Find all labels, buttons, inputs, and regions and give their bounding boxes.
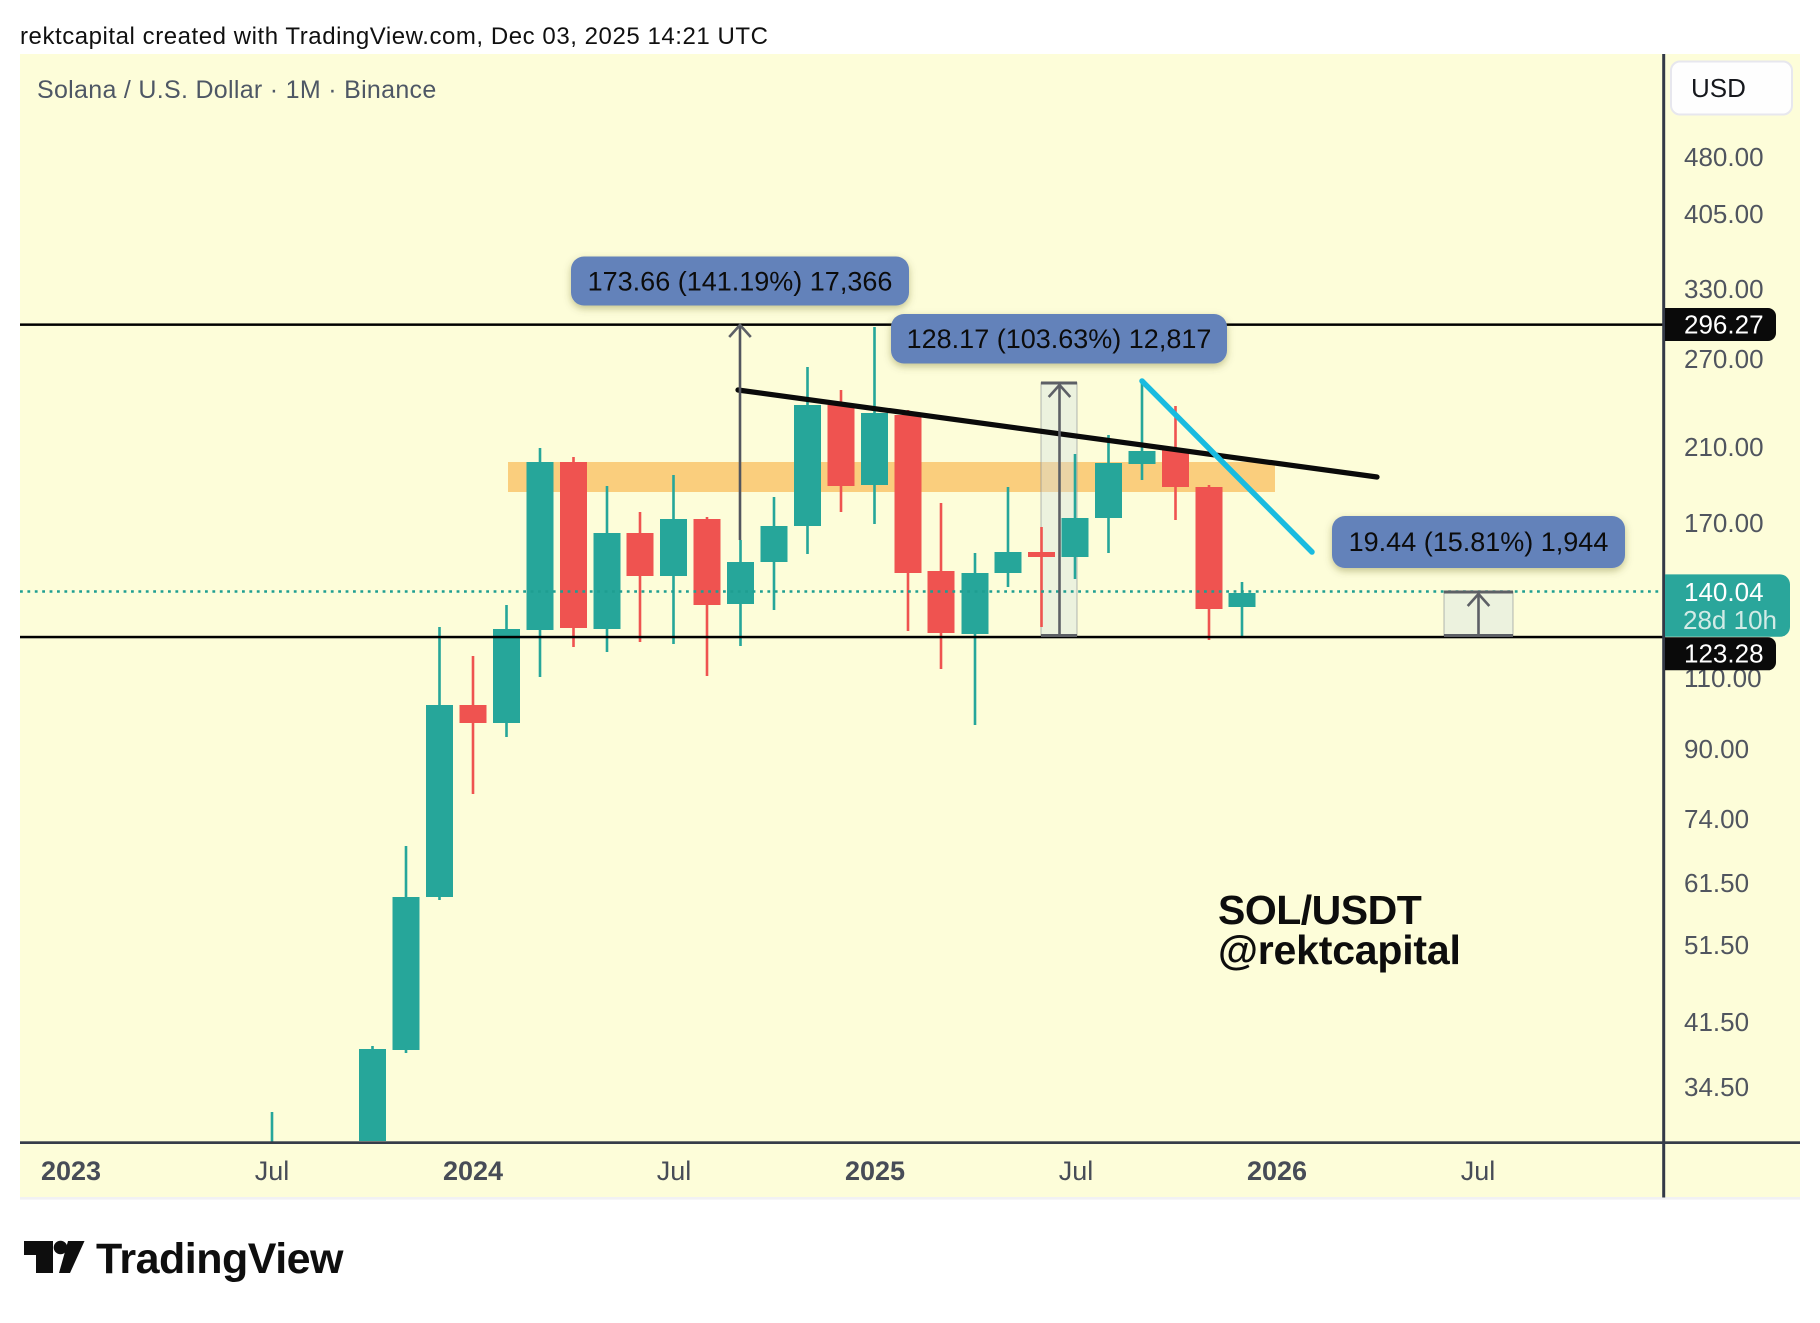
svg-text:USD: USD bbox=[1691, 73, 1746, 103]
svg-text:90.00: 90.00 bbox=[1684, 734, 1749, 764]
svg-text:SOL/USDT: SOL/USDT bbox=[1218, 887, 1422, 933]
svg-text:Jul: Jul bbox=[255, 1156, 290, 1186]
svg-text:2025: 2025 bbox=[845, 1156, 905, 1186]
svg-text:41.50: 41.50 bbox=[1684, 1007, 1749, 1037]
svg-text:28d 10h: 28d 10h bbox=[1683, 605, 1777, 635]
svg-text:480.00: 480.00 bbox=[1684, 142, 1764, 172]
svg-text:170.00: 170.00 bbox=[1684, 508, 1764, 538]
svg-text:330.00: 330.00 bbox=[1684, 274, 1764, 304]
svg-text:Jul: Jul bbox=[1461, 1156, 1496, 1186]
svg-text:Jul: Jul bbox=[1059, 1156, 1094, 1186]
svg-text:123.28: 123.28 bbox=[1684, 639, 1764, 669]
svg-text:19.44 (15.81%) 1,944: 19.44 (15.81%) 1,944 bbox=[1349, 527, 1609, 557]
svg-text:128.17 (103.63%) 12,817: 128.17 (103.63%) 12,817 bbox=[907, 324, 1212, 354]
svg-text:296.27: 296.27 bbox=[1684, 310, 1764, 340]
svg-text:210.00: 210.00 bbox=[1684, 432, 1764, 462]
svg-text:405.00: 405.00 bbox=[1684, 199, 1764, 229]
svg-text:34.50: 34.50 bbox=[1684, 1072, 1749, 1102]
svg-text:2026: 2026 bbox=[1247, 1156, 1307, 1186]
svg-text:51.50: 51.50 bbox=[1684, 930, 1749, 960]
svg-text:Jul: Jul bbox=[657, 1156, 692, 1186]
svg-text:61.50: 61.50 bbox=[1684, 868, 1749, 898]
svg-text:2024: 2024 bbox=[443, 1156, 503, 1186]
svg-text:74.00: 74.00 bbox=[1684, 804, 1749, 834]
svg-text:rektcapital created with Tradi: rektcapital created with TradingView.com… bbox=[20, 23, 768, 50]
svg-text:2023: 2023 bbox=[41, 1156, 101, 1186]
svg-text:140.04: 140.04 bbox=[1684, 577, 1764, 607]
svg-text:TradingView: TradingView bbox=[96, 1235, 344, 1283]
svg-text:Solana / U.S. Dollar · 1M · Bi: Solana / U.S. Dollar · 1M · Binance bbox=[37, 76, 437, 104]
svg-text:173.66 (141.19%) 17,366: 173.66 (141.19%) 17,366 bbox=[588, 267, 893, 297]
svg-text:@rektcapital: @rektcapital bbox=[1218, 927, 1461, 973]
svg-text:270.00: 270.00 bbox=[1684, 344, 1764, 374]
